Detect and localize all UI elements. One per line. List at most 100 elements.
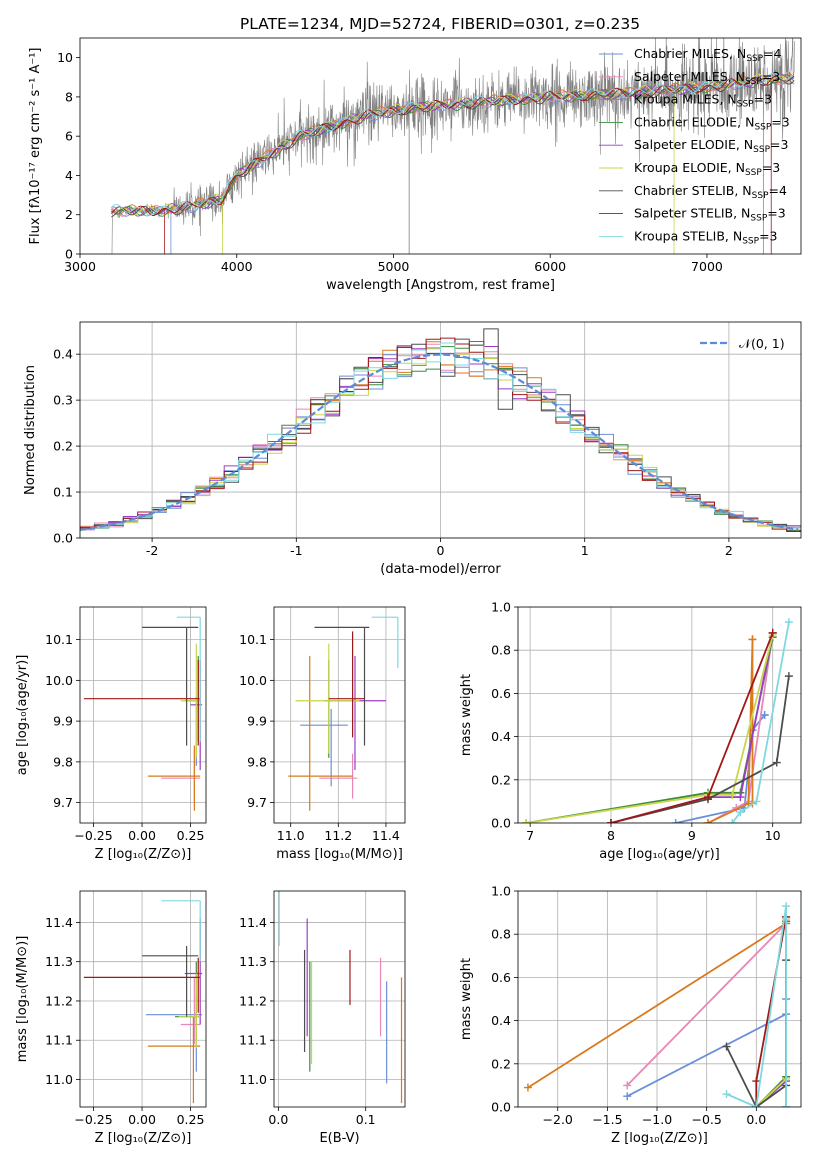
legend-label-sub: SSP [737,100,754,110]
weight-marker-salpeter-stelib [752,1077,761,1086]
age-vs-mass-axes: 11.0 11.2 11.4 9.7 9.8 9.9 10.0 10.1 mass [log₁₀… [239,606,406,862]
mass-vs-Z-axes: −0.25 0.00 0.25 11.0 11.1 11.2 11.3 11.4 Z [log₁… [15,890,207,1146]
mass-vs-Z-ytick-label: 11.1 [45,1033,73,1048]
weight-marker-kroupa-elodie [522,819,531,823]
residuals-ytick-label: 0.0 [53,531,73,546]
mass-vs-Z-ytick-label: 11.3 [45,954,73,969]
mass-vs-EBV-axes: 0.0 0.1 11.0 11.1 11.2 11.3 11.4 E(B-V) [239,890,406,1146]
spectrum-ytick-label: 4 [65,168,73,183]
residuals-ylabel: Normed distribution [23,365,38,495]
weight-vs-age-ytick-label: 1.0 [491,600,511,615]
age-vs-Z-ytick-label: 10.0 [45,673,73,688]
spectrum-ytick-label: 0 [65,247,73,262]
weight-line-chabrier-miles [675,714,766,823]
age-vs-mass-xtick-label: 11.4 [372,828,400,843]
mass-vs-EBV-frame [273,890,406,1108]
legend-label-text: Salpeter STELIB, N [634,206,750,221]
weight-marker-kroupa-stelib [736,808,745,817]
mass-vs-Z-xtick-label: 0.00 [128,1112,156,1127]
weight-vs-age-xtick-label: 8 [607,828,615,843]
weight-vs-age-ytick-label: 0.2 [491,772,511,787]
weight-vs-age-axes: 7 8 9 10 0.0 0.2 0.4 0.6 0.8 1.0 age [log₁₀(age/yr… [459,600,802,862]
weight-marker-salpeter-stelib [768,628,777,637]
age-vs-mass-ytick-label: 9.9 [247,714,267,729]
weight-vs-Z-xtick-label: −1.5 [592,1112,622,1127]
age-vs-Z-frame [79,606,207,824]
weight-marker-chabrier-miles [671,819,680,823]
weight-marker-chabrier-stelib [772,758,781,767]
residuals-xlabel: (data-model)/error [380,562,501,577]
spectrum-xtick-label: 5000 [378,259,410,274]
weight-vs-Z-plot [518,891,801,1107]
legend-label: Salpeter ELODIE, NSSP=3 [634,137,788,155]
legend-label-sub: SSP [754,122,771,132]
weight-marker-salpeter-stelib [704,793,713,802]
legend-label-text: Salpeter ELODIE, N [634,137,753,152]
legend-label-text: Salpeter MILES, N [634,69,745,84]
weight-marker-kroupa-stelib [784,618,793,627]
mass-vs-Z-ylabel: mass [log₁₀(M/M⊙)] [15,936,30,1063]
weight-vs-Z-ytick-label: 0.6 [491,970,511,985]
legend-label-suffix: =3 [759,228,777,243]
mass-vs-EBV-plot [274,891,405,1107]
gaussian-curve [80,353,799,531]
weight-vs-Z-xtick-label: −0.5 [691,1112,721,1127]
mass-vs-EBV-xlabel: E(B-V) [319,1131,359,1146]
weight-vs-age-frame [517,606,802,824]
weight-vs-Z-ytick-label: 0.8 [491,927,511,942]
spectrum-ytick-label: 6 [65,129,73,144]
age-vs-Z-xtick-label: 0.25 [177,828,205,843]
spectrum-xtick-label: 4000 [221,259,253,274]
residuals-ytick-label: 0.4 [53,347,73,362]
residuals-ytick-label: 0.2 [53,439,73,454]
spectrum-xtick-label: 7000 [691,259,723,274]
weight-vs-age-ytick-label: 0.4 [491,729,511,744]
legend-label-suffix: =3 [770,137,788,152]
mass-vs-EBV-ytick-label: 11.1 [239,1033,267,1048]
spectrum-ytick-label: 8 [65,89,73,104]
weight-line-kroupa-stelib [726,905,787,1107]
weight-marker-kroupa-miles [704,819,713,823]
residuals-xtick-label: 1 [581,543,589,558]
weight-line-kroupa-stelib [731,621,790,823]
weight-vs-Z-xtick-label: −2.0 [543,1112,573,1127]
mass-vs-EBV-ytick-label: 11.4 [239,915,267,930]
legend-label-text: Kroupa MILES, N [634,92,737,107]
mass-vs-EBV-xtick-label: 0.1 [356,1112,376,1127]
model-fit-kroupa-stelib [110,72,795,216]
model-fit-chabrier-stelib [111,76,795,218]
age-vs-Z-xlabel: Z [log₁₀(Z/Z⊙)] [95,847,192,862]
weight-marker-kroupa-miles [748,635,757,644]
mass-vs-Z-ytick-label: 11.4 [45,915,73,930]
age-vs-mass-ytick-label: 9.8 [247,754,267,769]
age-vs-Z-ytick-label: 9.7 [53,795,73,810]
legend-label-sub: SSP [746,54,763,64]
spectrum-xlabel: wavelength [Angstrom, rest frame] [326,278,555,293]
weight-vs-Z-ytick-label: 1.0 [491,884,511,899]
age-vs-mass-plot [274,607,405,823]
legend-label-sub: SSP [742,236,759,246]
legend-label-sub: SSP [745,77,762,87]
weight-marker-chabrier-stelib [784,672,793,681]
weight-vs-Z-xtick-label: −1.0 [642,1112,672,1127]
spectrum-axes: 3000 4000 5000 6000 7000 0 2 4 6 8 10 wavelength [A… [28,37,802,293]
weight-vs-age-plot [518,607,801,823]
age-vs-mass-ytick-label: 9.7 [247,795,267,810]
legend-label-sub: SSP [752,191,769,201]
residuals-plot [80,322,801,538]
weight-vs-age-ytick-label: 0.6 [491,686,511,701]
weight-vs-age-xtick-label: 9 [688,828,696,843]
weight-vs-Z-frame [517,890,802,1108]
legend-label-suffix: =3 [767,206,785,221]
mass-vs-Z-ytick-label: 11.2 [45,993,73,1008]
weight-vs-Z-ytick-label: 0.2 [491,1056,511,1071]
weight-marker-chabrier-stelib [722,1042,731,1051]
legend-label: Kroupa MILES, NSSP=3 [634,92,772,110]
mass-vs-EBV-ytick-label: 11.2 [239,993,267,1008]
age-vs-Z-ytick-label: 9.9 [53,714,73,729]
weight-vs-Z-axes: −2.0 −1.5 −1.0 −0.5 0.0 0.0 0.2 0.4 0.6 0.8 1.0 Z [… [459,884,802,1146]
mass-vs-Z-xtick-label: 0.25 [177,1112,205,1127]
weight-marker-salpeter-miles [623,1081,632,1090]
age-vs-Z-ylabel: age [log₁₀(age/yr)] [15,655,30,776]
